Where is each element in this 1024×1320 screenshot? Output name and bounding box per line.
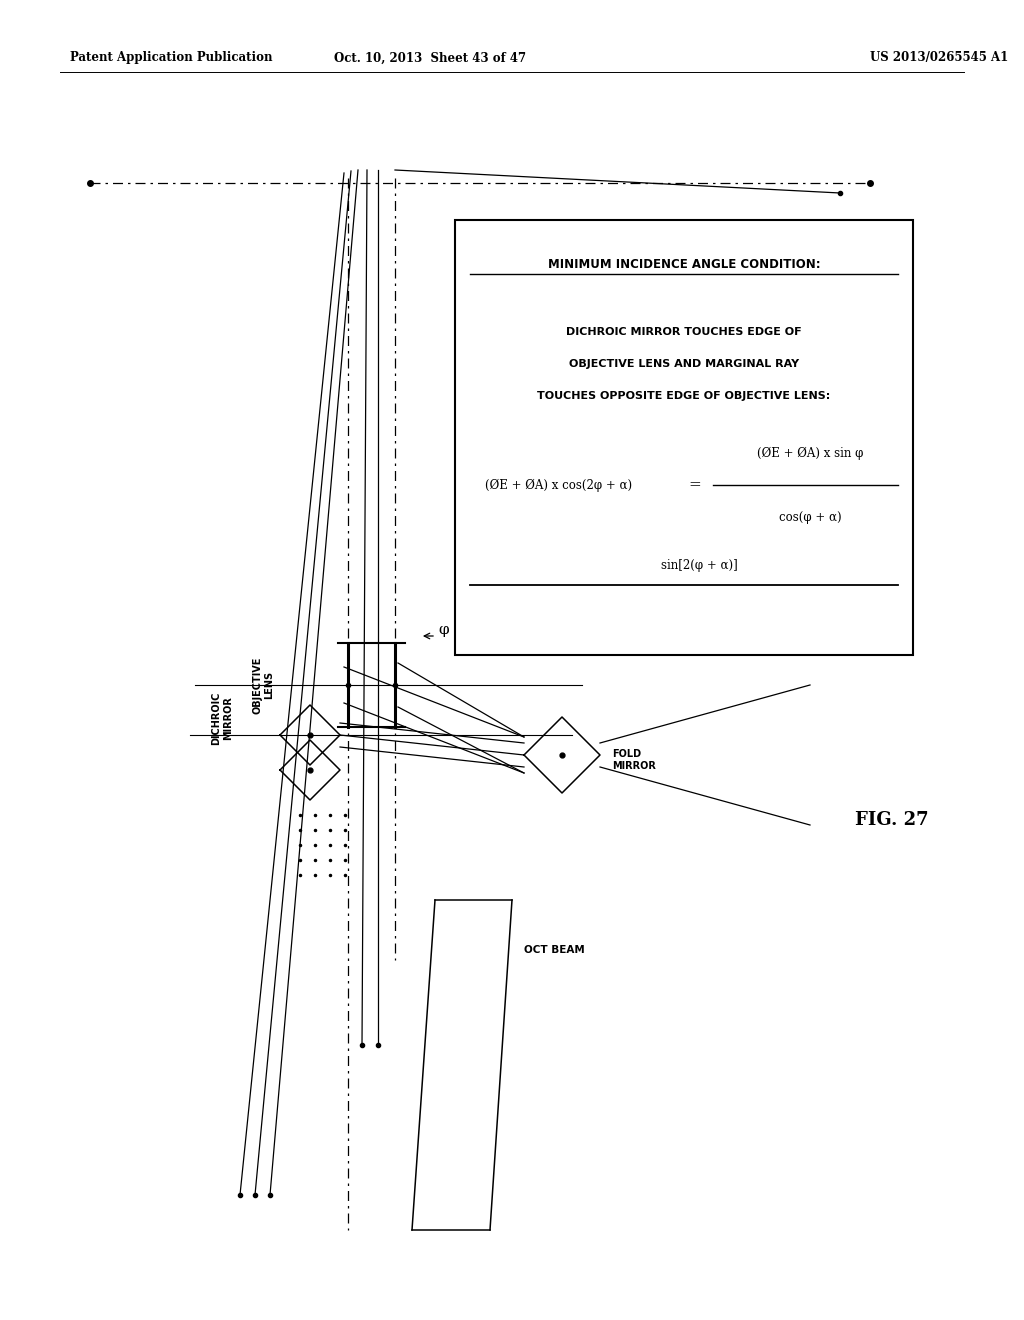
Text: OBJECTIVE
LENS: OBJECTIVE LENS [252,656,273,714]
Text: sin[2(φ + α)]: sin[2(φ + α)] [660,558,737,572]
Text: TOUCHES OPPOSITE EDGE OF OBJECTIVE LENS:: TOUCHES OPPOSITE EDGE OF OBJECTIVE LENS: [538,391,830,401]
Text: US 2013/0265545 A1: US 2013/0265545 A1 [870,51,1009,65]
Text: Oct. 10, 2013  Sheet 43 of 47: Oct. 10, 2013 Sheet 43 of 47 [334,51,526,65]
Text: OBJECTIVE LENS AND MARGINAL RAY: OBJECTIVE LENS AND MARGINAL RAY [569,359,799,370]
Text: DICHROIC MIRROR TOUCHES EDGE OF: DICHROIC MIRROR TOUCHES EDGE OF [566,327,802,337]
Text: cos(φ + α): cos(φ + α) [778,511,842,524]
Text: DICHROIC
MIRROR: DICHROIC MIRROR [211,692,232,744]
Text: (ØE + ØA) x cos(2φ + α): (ØE + ØA) x cos(2φ + α) [485,478,632,491]
Text: (ØE + ØA) x sin φ: (ØE + ØA) x sin φ [757,446,863,459]
Text: =: = [688,478,701,492]
Text: φ: φ [438,623,449,638]
Text: OCT BEAM: OCT BEAM [524,945,585,954]
Text: MINIMUM INCIDENCE ANGLE CONDITION:: MINIMUM INCIDENCE ANGLE CONDITION: [548,259,820,272]
Text: Patent Application Publication: Patent Application Publication [70,51,272,65]
Text: FIG. 27: FIG. 27 [855,810,929,829]
Bar [455,220,913,655]
Text: FOLD
MIRROR: FOLD MIRROR [612,750,656,771]
